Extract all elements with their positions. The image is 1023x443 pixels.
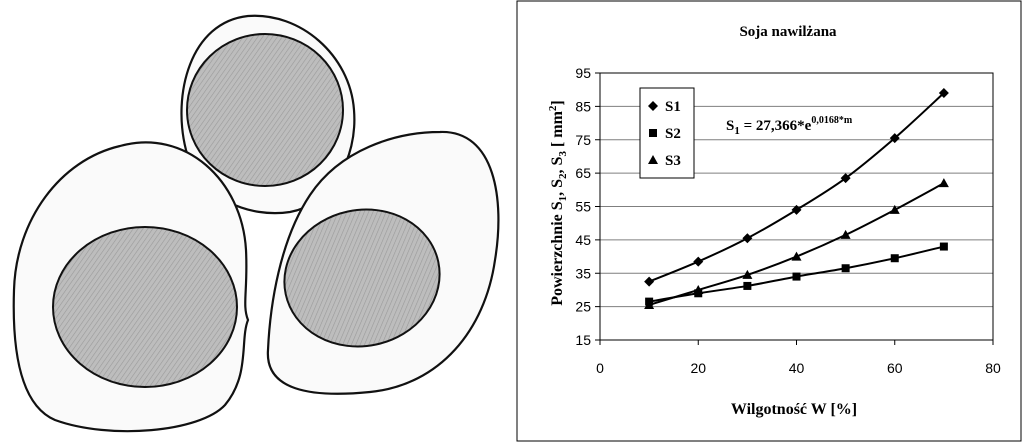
y-tick-label-85: 85 — [575, 98, 591, 114]
x-tick-label-80: 80 — [985, 360, 1001, 376]
point-s1-70 — [938, 88, 949, 99]
point-s1-20 — [693, 256, 704, 267]
equation-part: 1 — [734, 125, 740, 137]
x-axis-label: Wilgotność W [%] — [731, 401, 857, 418]
y-axis-label: Powierzchnie S1, S2, S3 [ mm2] — [547, 100, 569, 306]
regression-equation: S1 = 27,366*e0,0168*m — [726, 115, 853, 137]
equation-part: S — [726, 118, 734, 134]
y-axis-label-part: , S — [549, 179, 566, 196]
legend-marker-s1 — [648, 101, 658, 111]
y-tick-label-95: 95 — [575, 65, 591, 81]
y-tick-label-35: 35 — [575, 265, 591, 281]
moisture-area-chart: Soja nawilżana 15 25 35 45 55 65 75 85 95 0 20 40 6… — [516, 0, 1022, 442]
point-s2-30 — [743, 281, 752, 290]
point-s3-70 — [938, 178, 949, 188]
seed-right-kernel — [283, 208, 441, 348]
y-tick-label-45: 45 — [575, 232, 591, 248]
y-axis-label-part: 3 — [557, 151, 569, 157]
x-tick-label-0: 0 — [596, 360, 604, 376]
chart-panel: Soja nawilżana 15 25 35 45 55 65 75 85 95 0 20 40 6… — [516, 0, 1023, 443]
y-axis-label-part: ] — [549, 100, 566, 105]
x-tick-label-60: 60 — [887, 360, 903, 376]
point-s1-40 — [791, 204, 802, 215]
chart-border — [516, 0, 1022, 442]
y-tick-label-65: 65 — [575, 165, 591, 181]
legend-label-s1: S1 — [665, 99, 681, 115]
y-axis-label-part: 2 — [547, 105, 559, 111]
point-s3-50 — [840, 229, 851, 239]
legend-label-s2: S2 — [665, 126, 681, 142]
chart-title: Soja nawilżana — [739, 24, 837, 40]
seed-top — [180, 14, 356, 215]
point-s3-30 — [742, 269, 753, 279]
point-s1-30 — [742, 233, 753, 244]
legend-label-s3: S3 — [665, 153, 681, 169]
legend: S1 S2 S3 — [639, 87, 695, 179]
point-s2-50 — [841, 264, 850, 273]
y-tick-label-55: 55 — [575, 199, 591, 215]
point-s3-40 — [791, 251, 802, 261]
point-s2-40 — [792, 272, 801, 281]
equation-part: = 27,366*e — [740, 118, 812, 134]
seed-top-kernel — [186, 33, 344, 187]
y-tick-label-75: 75 — [575, 132, 591, 148]
seed-right — [266, 130, 500, 395]
point-s3-60 — [889, 204, 900, 214]
y-tick-label-25: 25 — [575, 299, 591, 315]
point-s3-10 — [644, 299, 655, 309]
y-axis-label-part: 2 — [557, 173, 569, 179]
point-s3-20 — [693, 284, 704, 294]
x-axis-ticks: 0 20 40 60 80 — [596, 340, 1001, 376]
y-axis-label-part: Powierzchnie S — [549, 201, 566, 306]
point-s2-60 — [890, 254, 899, 263]
plot-area-frame — [599, 72, 994, 341]
x-tick-label-20: 20 — [690, 360, 706, 376]
soybean-sketch-illustration — [12, 14, 500, 433]
point-s2-70 — [939, 242, 948, 251]
y-axis-ticks: 15 25 35 45 55 65 75 85 95 — [575, 65, 600, 348]
point-s1-60 — [889, 133, 900, 144]
y-axis-label-part: , S — [549, 156, 566, 173]
y-axis-label-part: [ mm — [549, 110, 566, 151]
legend-marker-s3 — [648, 155, 658, 164]
seed-left — [12, 141, 250, 433]
legend-marker-s2 — [649, 129, 657, 137]
seed-left-kernel — [52, 226, 238, 388]
x-tick-label-40: 40 — [789, 360, 805, 376]
point-s1-10 — [644, 276, 655, 287]
series-group — [644, 88, 949, 309]
equation-part: 0,0168*m — [811, 115, 853, 126]
point-s1-50 — [840, 173, 851, 184]
y-axis-label-part: 1 — [557, 196, 569, 202]
y-tick-label-15: 15 — [575, 332, 591, 348]
